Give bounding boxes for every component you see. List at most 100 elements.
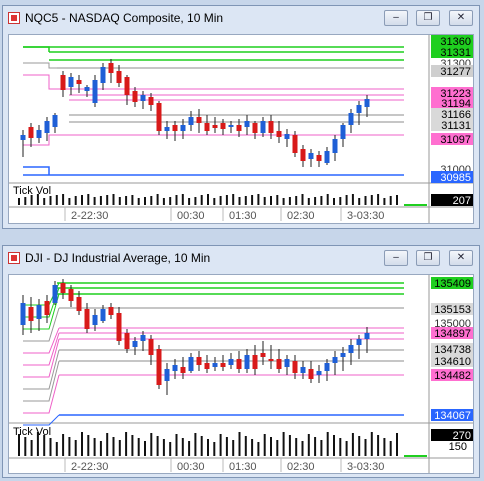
price-label: 30985 [440, 172, 471, 184]
candle [164, 369, 170, 381]
price-label: 31166 [441, 109, 471, 121]
candle [204, 363, 210, 369]
level-step [23, 360, 60, 402]
level-step [23, 374, 60, 414]
level-step [23, 332, 60, 366]
candle [236, 125, 242, 131]
candle [44, 301, 50, 315]
level-step [23, 46, 50, 52]
level-step [23, 293, 60, 330]
candle [228, 125, 234, 127]
candle [148, 97, 154, 105]
candle [52, 285, 58, 303]
candle [180, 367, 186, 373]
close-button[interactable]: ✕ [449, 10, 473, 26]
window-title: NQC5 - NASDAQ Composite, 10 Min [25, 11, 224, 25]
price-chart-svg[interactable]: 3136031331313003127731223311943116631131… [9, 35, 473, 223]
candle [364, 333, 370, 339]
candle [284, 134, 290, 139]
price-label-bg [431, 277, 473, 289]
level-step [23, 349, 60, 390]
chart-window-icon [8, 12, 20, 24]
candle [308, 153, 314, 159]
price-label: 31194 [441, 98, 471, 110]
candle [116, 71, 122, 83]
price-label: 135409 [434, 278, 471, 290]
candle [316, 155, 322, 161]
price-label: 134897 [434, 328, 471, 340]
candle [100, 309, 106, 321]
price-label: 134067 [434, 410, 471, 422]
time-label: 2-22:30 [71, 210, 108, 222]
candle [84, 87, 90, 91]
candle [196, 117, 202, 123]
restore-button[interactable]: ❐ [416, 10, 440, 26]
dji-chart-window[interactable]: DJI - DJ Industrial Average, 10 Min – ❐ … [2, 245, 480, 478]
candle [228, 359, 234, 365]
price-label: 134738 [434, 344, 471, 356]
candle [300, 367, 306, 373]
price-label-bg [431, 87, 473, 99]
candle [236, 359, 242, 369]
candle [292, 135, 298, 153]
price-label: 31131 [441, 120, 471, 132]
candle [316, 371, 322, 375]
level-step [23, 166, 50, 175]
price-chart[interactable]: 31360 31331 31300 31277 31223 31194 31166 31131… [8, 34, 474, 224]
candle [244, 121, 250, 127]
candle [148, 339, 154, 355]
time-label: 01:30 [229, 461, 257, 473]
indicator-label: Tick Vol [13, 185, 51, 197]
title-bar[interactable]: DJI - DJ Industrial Average, 10 Min – ❐ … [3, 246, 479, 272]
title-bar[interactable]: NQC5 - NASDAQ Composite, 10 Min – ❐ ✕ [3, 6, 479, 32]
candle [268, 121, 274, 133]
candle [68, 77, 74, 87]
indicator-value: 207 [453, 195, 471, 207]
candle [212, 125, 218, 128]
nqc5-chart-window[interactable]: NQC5 - NASDAQ Composite, 10 Min – ❐ ✕ 31… [2, 5, 480, 229]
candle [356, 105, 362, 113]
chart-window-icon [8, 252, 20, 264]
price-label-bg [431, 46, 473, 58]
candle [180, 125, 186, 131]
price-label-bg [431, 303, 473, 315]
price-chart-svg[interactable]: 1354091351531350001348971347381346101344… [9, 275, 473, 473]
price-label: 31331 [440, 47, 471, 59]
time-label: 02:30 [287, 210, 315, 222]
price-label: 134482 [434, 370, 471, 382]
candle [36, 305, 42, 319]
candle [292, 361, 298, 373]
level-step [23, 307, 60, 342]
candle [340, 125, 346, 139]
minimize-button[interactable]: – [384, 250, 408, 266]
candle [84, 309, 90, 329]
indicator-secondary-value: 150 [449, 441, 467, 453]
candle [348, 345, 354, 353]
time-label: 3-03:30 [347, 461, 384, 473]
candle [188, 357, 194, 371]
candle [156, 349, 162, 385]
candle [204, 123, 210, 131]
time-label: 2-22:30 [71, 461, 108, 473]
price-label-bg [431, 327, 473, 339]
close-button[interactable]: ✕ [449, 250, 473, 266]
candle [348, 113, 354, 125]
candle [140, 335, 146, 341]
restore-button[interactable]: ❐ [416, 250, 440, 266]
candle [268, 359, 274, 361]
candle [124, 77, 130, 95]
candle [220, 363, 226, 367]
candle [260, 121, 266, 133]
candle [92, 315, 98, 325]
level-step [23, 74, 69, 90]
price-label-bg [431, 355, 473, 367]
candle [364, 99, 370, 107]
candle [252, 123, 258, 133]
indicator-value-bg [431, 194, 473, 206]
candle [172, 125, 178, 131]
candle [100, 67, 106, 83]
candle [276, 359, 282, 369]
indicator-value: 270 [453, 430, 471, 442]
minimize-button[interactable]: – [384, 10, 408, 26]
price-chart[interactable]: 135409 135153 135000 134897 134738 134610 1344… [8, 274, 474, 474]
